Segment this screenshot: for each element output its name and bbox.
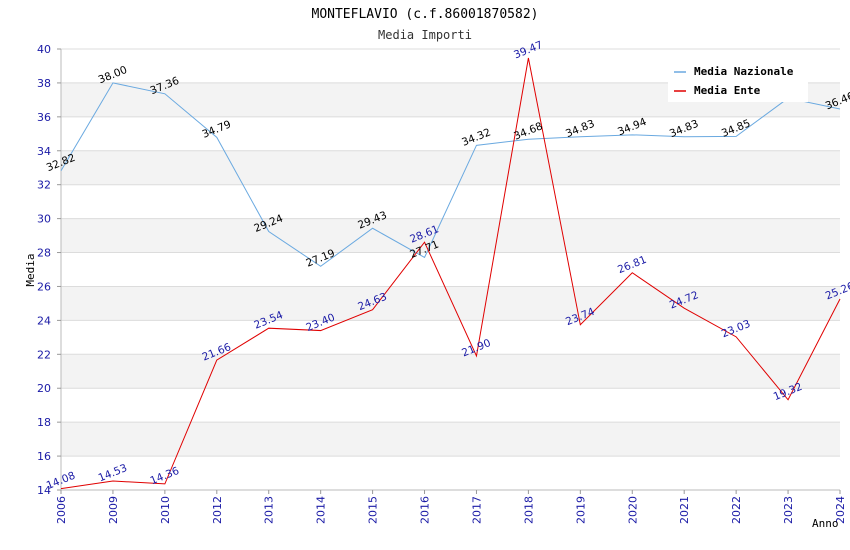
x-tick-label: 2018: [522, 496, 535, 524]
x-tick-label: 2006: [55, 496, 68, 524]
y-tick-label: 38: [37, 77, 51, 90]
series-line-media-ente: [60, 57, 841, 490]
x-tick-label: 2012: [211, 496, 224, 524]
x-tick-label: 2020: [626, 496, 639, 524]
y-tick-label: 16: [37, 450, 51, 463]
y-tick-label: 32: [37, 179, 51, 192]
y-tick-label: 28: [37, 247, 51, 260]
x-tick-label: 2010: [159, 496, 172, 524]
chart-subtitle: Media Importi: [378, 28, 472, 42]
grid-band: [61, 150, 840, 185]
legend-background: [668, 58, 808, 102]
y-tick-label: 20: [37, 382, 51, 395]
x-axis-ticks: 2006 2009 2010 2012 2013 2014 2015 2016 2017 2018…: [55, 490, 847, 524]
y-tick-label: 40: [37, 43, 51, 56]
chart-title: MONTEFLAVIO (c.f.86001870582): [312, 7, 539, 22]
y-tick-label: 30: [37, 213, 51, 226]
legend-label-media-ente: Media Ente: [694, 84, 761, 97]
y-axis-ticks: 14 16 18 20 22 24 26 28 30 32 34 36 38 40: [37, 43, 61, 497]
y-tick-label: 36: [37, 111, 51, 124]
series-line-media-nazionale: [60, 82, 841, 267]
x-tick-label: 2014: [315, 496, 328, 524]
y-axis-label: Media: [24, 253, 37, 286]
y-tick-label: 22: [37, 348, 51, 361]
y-tick-label: 18: [37, 416, 51, 429]
legend: Media Nazionale Media Ente: [668, 58, 808, 102]
grid-band: [61, 422, 840, 457]
series-lines: [60, 57, 841, 490]
x-tick-label: 2015: [367, 496, 380, 524]
x-tick-label: 2021: [678, 496, 691, 524]
axes: [60, 49, 840, 491]
x-tick-label: 2022: [730, 496, 743, 524]
x-tick-label: 2019: [574, 496, 587, 524]
x-axis-label: Anno: [812, 517, 839, 530]
grid-band: [61, 286, 840, 321]
x-tick-label: 2024: [834, 496, 847, 524]
y-tick-label: 26: [37, 280, 51, 293]
y-tick-label: 24: [37, 314, 51, 327]
x-tick-label: 2013: [263, 496, 276, 524]
x-tick-label: 2017: [470, 496, 483, 524]
x-tick-label: 2009: [107, 496, 120, 524]
grid-band: [61, 218, 840, 253]
grid-band: [61, 354, 840, 389]
legend-label-media-nazionale: Media Nazionale: [694, 65, 794, 78]
y-tick-label: 34: [37, 145, 51, 158]
x-tick-label: 2023: [782, 496, 795, 524]
x-tick-label: 2016: [419, 496, 432, 524]
y-tick-label: 14: [37, 484, 51, 497]
